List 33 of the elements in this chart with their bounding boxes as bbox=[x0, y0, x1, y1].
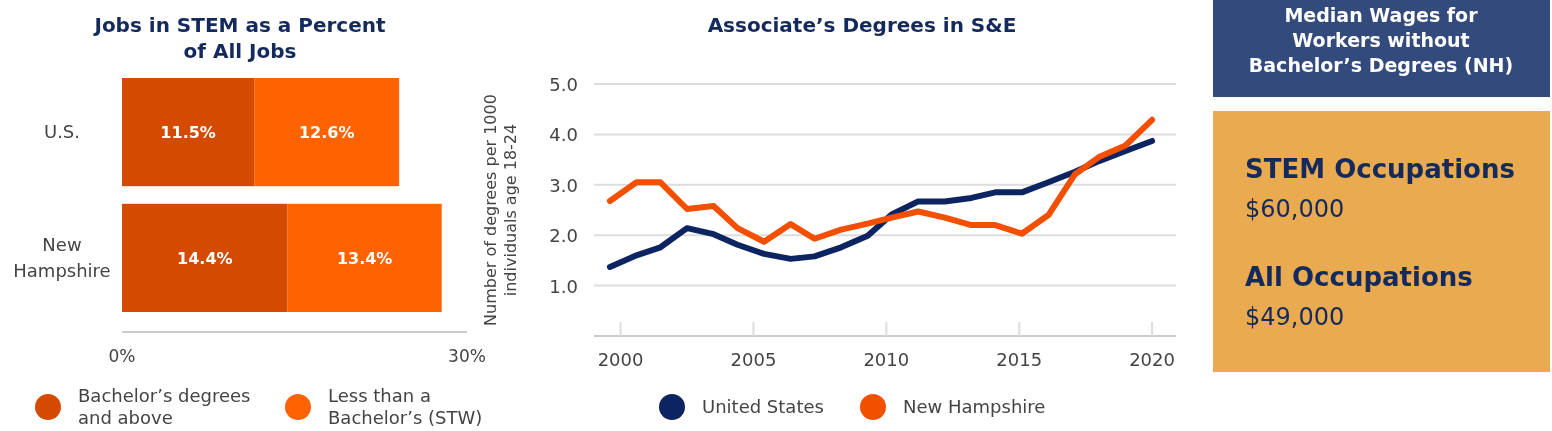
y-tick-label: 3.0 bbox=[549, 174, 578, 196]
x-tick-label: 2010 bbox=[863, 349, 910, 370]
text: $49,000 bbox=[1245, 303, 1345, 331]
bar bbox=[254, 78, 400, 187]
legend-label: Less than a Bachelor’s (STW) bbox=[328, 385, 483, 428]
chart-title: Jobs in STEM as a Percent of All Jobs bbox=[92, 13, 386, 63]
data-label: 14.4% bbox=[177, 248, 233, 268]
legend-label: Bachelor’s degrees and above bbox=[78, 385, 251, 428]
y-tick-label: 2.0 bbox=[549, 225, 578, 247]
legend-label: United States bbox=[702, 396, 824, 417]
data-label: 13.4% bbox=[336, 248, 393, 268]
data-label: 11.5% bbox=[160, 123, 216, 143]
text: STEM Occupations bbox=[1245, 154, 1515, 184]
x-tick-label: 2020 bbox=[1129, 349, 1175, 370]
x-tick-label: 2000 bbox=[597, 349, 644, 370]
y-tick-label: U.S. bbox=[43, 121, 81, 143]
bar bbox=[287, 203, 442, 312]
y-tick-label: 5.0 bbox=[549, 74, 578, 95]
y-axis-title: Number of degrees per 1000 individuals age 18-24 bbox=[481, 94, 520, 326]
y-tick-label: 1.0 bbox=[549, 275, 578, 297]
text: $60,000 bbox=[1245, 195, 1345, 223]
text: All Occupations bbox=[1245, 262, 1473, 292]
x-tick-label: 2015 bbox=[996, 349, 1043, 370]
bar bbox=[122, 78, 255, 187]
x-tick-label: 30% bbox=[448, 346, 486, 366]
bar bbox=[122, 203, 288, 312]
text: Median Wages for Workers without Bachelor’s Degrees (NH) bbox=[1248, 4, 1514, 76]
chart-title: Associate’s Degrees in S&E bbox=[707, 13, 1017, 37]
legend-label: New Hampshire bbox=[903, 396, 1046, 417]
x-tick-label: 2005 bbox=[730, 349, 777, 370]
data-label: 12.6% bbox=[298, 123, 355, 143]
x-tick-label: 0% bbox=[108, 346, 136, 366]
y-tick-label: 4.0 bbox=[549, 124, 578, 146]
